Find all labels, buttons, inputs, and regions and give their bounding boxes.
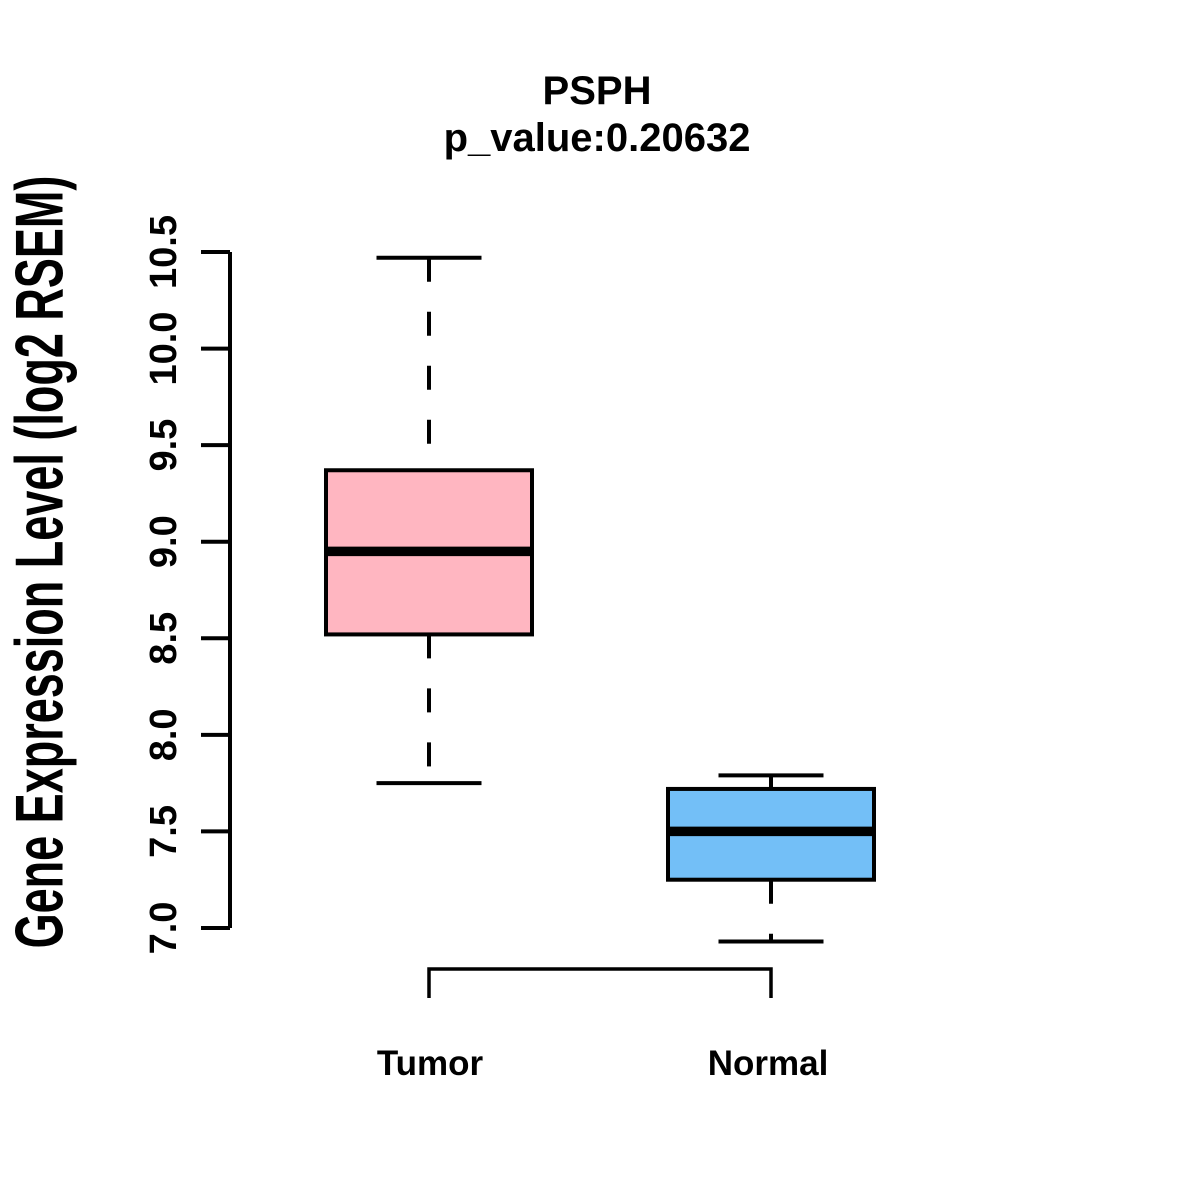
category-label-tumor: Tumor: [376, 1044, 484, 1083]
y-tick-label: 10.0: [143, 312, 185, 386]
y-tick-label: 7.5: [143, 805, 185, 858]
y-tick-label: 7.0: [143, 902, 185, 955]
comparison-bracket: [427, 967, 773, 998]
y-tick-label: 10.5: [143, 215, 185, 289]
y-tick-label: 8.0: [143, 708, 185, 761]
y-tick-label: 8.5: [143, 612, 185, 665]
category-label-normal: Normal: [707, 1044, 829, 1083]
y-tick-label: 9.5: [143, 419, 185, 472]
chart-title: PSPH: [542, 69, 652, 113]
y-tick-label: 9.0: [143, 515, 185, 568]
chart-title-block: PSPH p_value:0.20632: [0, 68, 1194, 162]
chart-subtitle: p_value:0.20632: [443, 116, 751, 160]
